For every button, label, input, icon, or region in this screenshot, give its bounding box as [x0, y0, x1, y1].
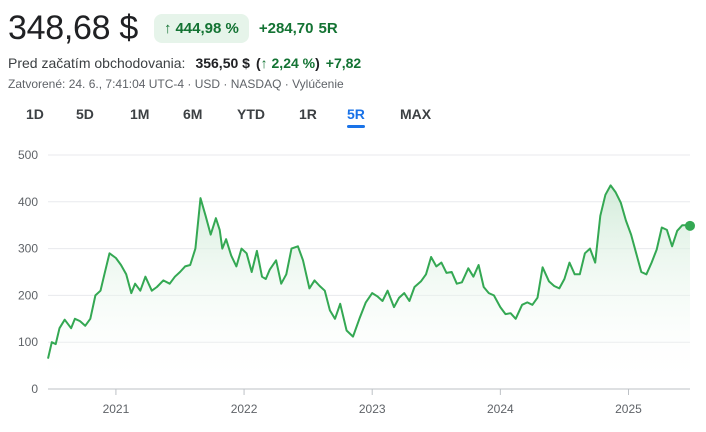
change-percent-badge: ↑ 444,98 % — [153, 13, 249, 43]
x-tick-label: 2024 — [487, 402, 514, 416]
premarket-change-absolute: +7,82 — [325, 55, 362, 71]
up-arrow-icon: ↑ — [163, 19, 172, 37]
premarket-label: Pred začatím obchodovania: — [8, 55, 186, 71]
x-tick-label: 2023 — [359, 402, 386, 416]
premarket-row: Pred začatím obchodovania: 356,50 $ (↑ 2… — [8, 55, 361, 71]
change-period: 5R — [318, 19, 338, 37]
tab-1m[interactable]: 1M — [130, 106, 150, 122]
price-line — [47, 184, 691, 359]
absolute-change: +284,70 5R — [259, 20, 338, 37]
premarket-up-arrow-icon: ↑ — [260, 55, 268, 71]
last-price-marker — [685, 220, 695, 231]
change-percent: 444,98 % — [175, 19, 239, 37]
x-tick-label: 2022 — [231, 402, 258, 416]
y-tick-label: 300 — [18, 242, 38, 256]
x-tick-label: 2021 — [103, 402, 130, 416]
market-meta: Zatvorené: 24. 6., 7:41:04 UTC-4 · USD ·… — [8, 77, 344, 91]
price-row: 348,68 $ ↑ 444,98 % +284,70 5R — [8, 6, 338, 50]
premarket-pct-value: 2,24 % — [271, 55, 316, 71]
tab-max[interactable]: MAX — [400, 106, 432, 122]
tab-1d[interactable]: 1D — [26, 106, 44, 122]
y-tick-label: 0 — [31, 382, 38, 396]
premarket-price: 356,50 $ — [195, 55, 250, 71]
y-tick-label: 200 — [18, 288, 38, 302]
y-tick-label: 400 — [18, 195, 38, 209]
tab-1r[interactable]: 1R — [299, 106, 317, 122]
tab-5d[interactable]: 5D — [76, 106, 94, 122]
price-area — [48, 185, 690, 389]
x-tick-label: 2025 — [615, 402, 642, 416]
tab-5r[interactable]: 5R — [347, 104, 365, 128]
tab-6m[interactable]: 6M — [183, 106, 203, 122]
change-absolute-value: +284,70 — [258, 19, 314, 37]
current-price: 348,68 $ — [8, 8, 138, 47]
tab-ytd[interactable]: YTD — [237, 106, 265, 122]
premarket-change-percent: (↑ 2,24 %) — [255, 55, 320, 71]
y-tick-label: 100 — [18, 335, 38, 349]
y-tick-label: 500 — [18, 148, 38, 162]
